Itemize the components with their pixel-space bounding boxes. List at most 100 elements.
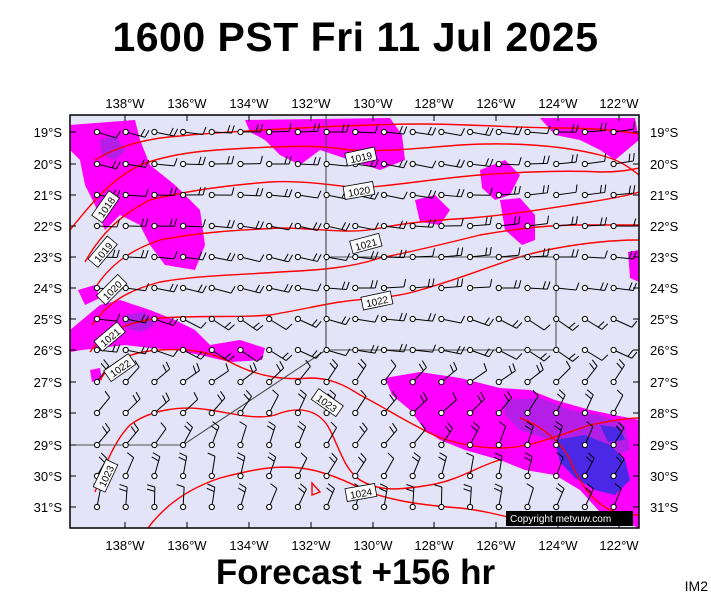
wind-barb: [180, 219, 206, 230]
wind-barb-layer: [93, 121, 638, 511]
wind-barb: [524, 346, 551, 362]
wind-barb: [581, 217, 608, 230]
wind-barb: [495, 215, 521, 230]
wind-barb: [610, 452, 625, 480]
copyright-text: Copyright metvuw.com: [510, 514, 611, 525]
wind-barb: [180, 362, 200, 386]
lon-label-bottom: 122°W: [599, 538, 639, 553]
svg-text:1019: 1019: [349, 151, 373, 166]
wind-barb: [266, 452, 277, 480]
wind-barb: [553, 124, 579, 136]
wind-barb: [553, 184, 578, 199]
wind-barb: [266, 188, 293, 199]
wind-barb: [409, 422, 426, 449]
lat-label-left: 30°S: [34, 469, 63, 484]
wind-barb: [266, 156, 292, 168]
wind-barb: [467, 127, 494, 136]
wind-barb: [553, 154, 578, 168]
wind-barb: [380, 343, 408, 354]
wind-barb: [294, 222, 322, 231]
wind-barb: [237, 253, 265, 263]
wind-barb: [208, 315, 235, 331]
lon-label-top: 126°W: [476, 96, 516, 111]
wind-barb: [122, 391, 141, 417]
wind-barb: [463, 484, 474, 511]
wind-barb: [151, 422, 167, 449]
wind-barb: [352, 125, 379, 136]
precip-light: [480, 160, 520, 200]
lat-label-left: 19°S: [34, 125, 63, 140]
wind-barb: [467, 158, 494, 168]
wind-barb: [610, 421, 625, 449]
wind-barb: [237, 187, 264, 199]
lon-label-top: 138°W: [105, 96, 145, 111]
lon-label-bottom: 134°W: [229, 538, 269, 553]
wind-barb: [237, 390, 252, 417]
wind-barb: [352, 422, 368, 449]
wind-barb: [380, 125, 408, 136]
wind-barb: [266, 360, 285, 386]
wind-barb: [352, 389, 367, 417]
wind-barb: [409, 313, 436, 323]
lat-label-right: 23°S: [650, 250, 679, 265]
lon-label-top: 130°W: [353, 96, 393, 111]
wind-barb: [237, 346, 264, 362]
wind-barb: [122, 218, 149, 230]
wind-barb: [553, 282, 580, 292]
wind-barb: [180, 346, 207, 360]
wind-barb: [495, 157, 522, 168]
wind-barb: [495, 363, 516, 386]
latitude-labels-right: 19°S 20°S 21°S 22°S 23°S 24°S 25°S 26°S 27°S 28°S…: [650, 125, 679, 515]
copyright-box: Copyright metvuw.com: [506, 511, 633, 526]
wind-barb: [495, 185, 521, 199]
precip-light: [78, 285, 100, 305]
isobar-line: [94, 191, 639, 289]
wind-barb: [438, 128, 465, 137]
lat-label-right: 19°S: [650, 125, 679, 140]
wind-barb: [180, 187, 206, 199]
lat-label-right: 25°S: [650, 312, 679, 327]
lon-label-top: 134°W: [229, 96, 269, 111]
lat-label-right: 20°S: [650, 157, 679, 172]
wind-barb: [610, 218, 637, 230]
wind-barb: [294, 156, 321, 168]
wind-barb: [122, 345, 150, 355]
wind-barb: [93, 422, 111, 449]
wind-barb: [523, 452, 533, 480]
wind-barb: [323, 124, 350, 136]
wind-barb: [151, 187, 178, 199]
wind-barb: [524, 421, 534, 449]
wind-barb: [151, 283, 178, 293]
wind-barb: [524, 125, 551, 136]
svg-text:1024: 1024: [349, 487, 373, 502]
wind-barb: [553, 483, 565, 511]
wind-barb: [266, 421, 276, 449]
lat-label-left: 27°S: [34, 375, 63, 390]
wind-barb: [151, 158, 178, 168]
wind-barb: [581, 315, 609, 330]
wind-barb: [379, 483, 388, 511]
wind-barb: [180, 315, 207, 329]
lat-label-right: 30°S: [650, 469, 679, 484]
lon-label-bottom: 138°W: [105, 538, 145, 553]
wind-barb: [438, 247, 464, 261]
wind-barb: [294, 315, 322, 328]
wind-barb: [93, 219, 120, 230]
wind-barb: [122, 360, 140, 386]
wind-barb: [294, 483, 307, 511]
wind-barb: [581, 452, 595, 480]
wind-barb: [467, 216, 493, 230]
wind-barb: [438, 188, 465, 199]
wind-barb: [409, 344, 436, 354]
wind-barb: [467, 187, 493, 199]
wind-barb: [237, 362, 257, 386]
wind-barb: [122, 188, 149, 199]
wind-barb: [467, 421, 480, 449]
wind-barb: [581, 250, 608, 261]
wind-barb: [610, 389, 624, 417]
wind-barb: [294, 359, 311, 386]
wind-barb: [352, 314, 379, 323]
lon-label-bottom: 128°W: [414, 538, 454, 553]
lat-label-left: 29°S: [34, 438, 63, 453]
lon-label-top: 124°W: [538, 96, 578, 111]
